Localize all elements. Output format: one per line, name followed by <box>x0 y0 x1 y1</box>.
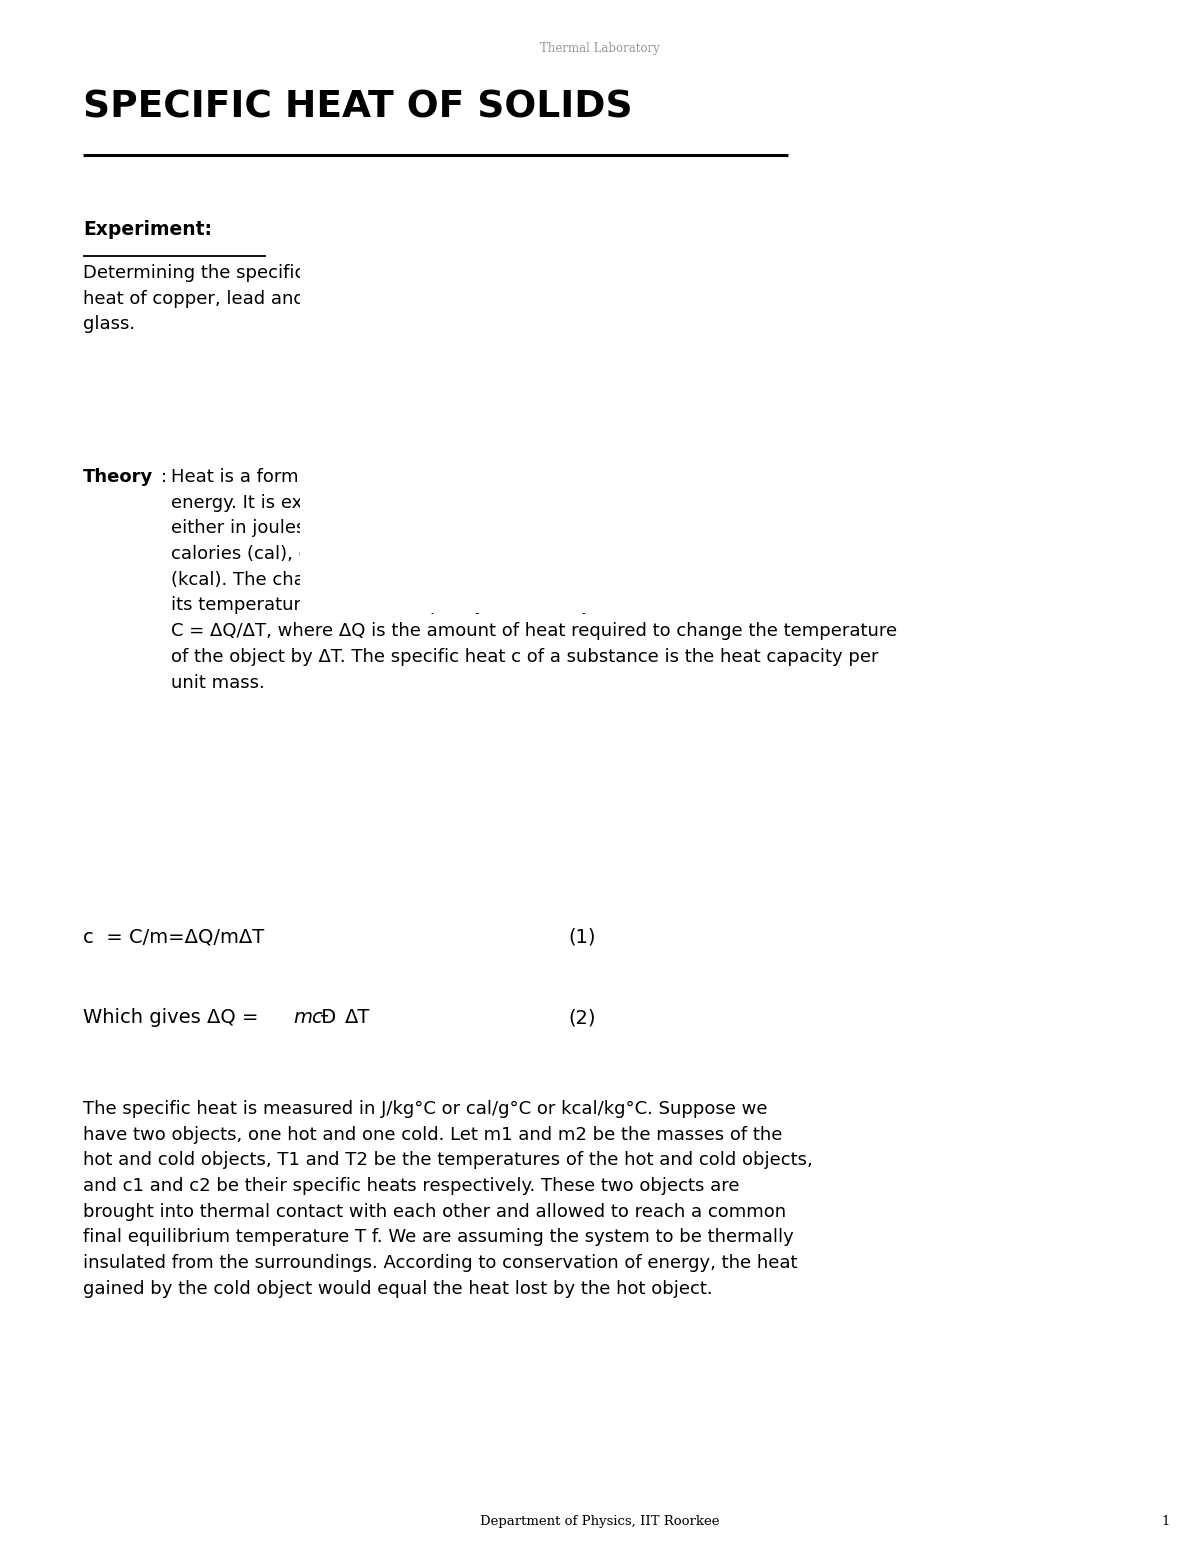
Text: mc: mc <box>293 1008 323 1027</box>
Text: Đ: Đ <box>322 1008 336 1027</box>
Text: SPECIFIC HEAT OF SOLIDS: SPECIFIC HEAT OF SOLIDS <box>83 90 632 126</box>
Text: Heat is a form of
energy. It is expressed
either in joules (J),
calories (cal), : Heat is a form of energy. It is expresse… <box>172 467 907 691</box>
Text: (1): (1) <box>568 929 595 947</box>
Text: (2): (2) <box>568 1008 595 1027</box>
Text: Which gives ΔQ =: Which gives ΔQ = <box>83 1008 265 1027</box>
Bar <box>300 203 1180 613</box>
Text: Determining the specific
heat of copper, lead and
glass.: Determining the specific heat of copper,… <box>83 264 305 334</box>
Text: Experiment:: Experiment: <box>83 221 212 239</box>
Text: Department of Physics, IIT Roorkee: Department of Physics, IIT Roorkee <box>480 1516 720 1528</box>
Text: :: : <box>161 467 173 486</box>
Bar <box>310 221 1170 606</box>
Text: Thermal Laboratory: Thermal Laboratory <box>540 42 660 54</box>
Text: The specific heat is measured in J/kg°C or cal/g°C or kcal/kg°C. Suppose we
have: The specific heat is measured in J/kg°C … <box>83 1100 812 1298</box>
Text: Theory: Theory <box>83 467 154 486</box>
Text: 1: 1 <box>1162 1516 1170 1528</box>
Text: c  = C/m=ΔQ/mΔT: c = C/m=ΔQ/mΔT <box>83 929 264 947</box>
Text: ΔT: ΔT <box>346 1008 371 1027</box>
